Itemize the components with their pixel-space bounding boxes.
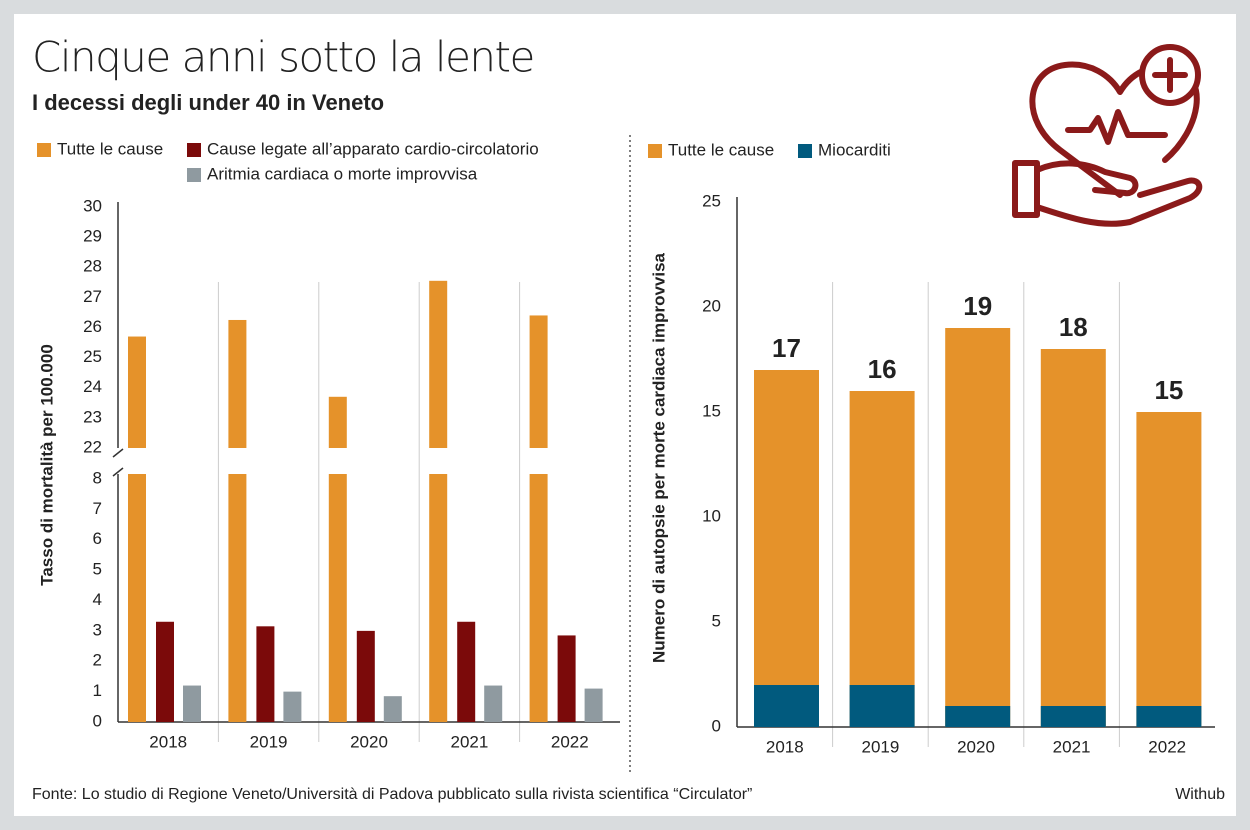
- legend-swatch: [187, 168, 201, 182]
- legend-label: Miocarditi: [818, 140, 891, 159]
- axis-break-mark: [112, 448, 124, 458]
- source: Fonte: Lo studio di Regione Veneto/Unive…: [32, 786, 752, 803]
- x-tick-label: 2022: [1148, 737, 1186, 756]
- bar: [228, 319, 247, 448]
- bar: [429, 474, 448, 722]
- data-label: 15: [1154, 375, 1183, 405]
- x-tick-label: 2018: [149, 732, 187, 751]
- bar: [383, 696, 402, 722]
- y-tick-label: 27: [83, 287, 102, 306]
- y-tick-label: 25: [83, 347, 102, 366]
- x-tick-label: 2018: [766, 737, 804, 756]
- y-tick-label: 7: [93, 499, 102, 518]
- y-tick-label: 6: [93, 529, 102, 548]
- legend-swatch: [648, 144, 662, 158]
- y-tick-label: 4: [93, 590, 102, 609]
- y-tick-label: 20: [702, 296, 721, 315]
- legend-swatch: [798, 144, 812, 158]
- axis-break-mark: [112, 467, 124, 477]
- bar: [156, 621, 174, 722]
- y-tick-label: 22: [83, 437, 102, 456]
- bar: [183, 685, 201, 722]
- bar: [849, 685, 915, 727]
- legend-label: Tutte le cause: [57, 139, 163, 158]
- bar: [945, 328, 1011, 727]
- y-tick-label: 25: [702, 191, 721, 210]
- y-tick-label: 26: [83, 317, 102, 336]
- subtitle: I decessi degli under 40 in Veneto: [32, 90, 384, 115]
- data-label: 19: [963, 291, 992, 321]
- y-tick-label: 30: [83, 196, 102, 215]
- y-tick-label: 2: [93, 651, 102, 670]
- data-label: 16: [868, 354, 897, 384]
- bar: [484, 685, 503, 722]
- x-tick-label: 2020: [350, 732, 388, 751]
- y-tick-label: 0: [712, 716, 721, 735]
- bar: [256, 626, 275, 722]
- bar: [283, 691, 302, 722]
- bar: [1136, 706, 1202, 727]
- y-tick-label: 5: [712, 611, 721, 630]
- bar: [457, 621, 476, 722]
- bar: [1136, 412, 1202, 727]
- bar: [228, 474, 247, 722]
- bar: [128, 336, 146, 448]
- bar: [1040, 706, 1106, 727]
- bar: [849, 391, 915, 727]
- bar: [356, 630, 375, 722]
- y-tick-label: 5: [93, 560, 102, 579]
- bar: [429, 280, 448, 448]
- bar: [529, 474, 548, 722]
- y-tick-label: 15: [702, 401, 721, 420]
- title: Cinque anni sotto la lente: [32, 33, 534, 82]
- credit: Withub: [1175, 786, 1225, 803]
- legend-swatch: [37, 143, 51, 157]
- legend-label: Tutte le cause: [668, 140, 774, 159]
- panel: [14, 14, 1236, 816]
- bar: [1040, 349, 1106, 727]
- heart-hand-icon: [1012, 44, 1203, 227]
- y-tick-label: 28: [83, 257, 102, 276]
- y-tick-label: 23: [83, 407, 102, 426]
- x-tick-label: 2021: [1053, 737, 1091, 756]
- y-axis-title: Tasso di mortalità per 100.000: [37, 344, 56, 586]
- x-tick-label: 2019: [861, 737, 899, 756]
- y-tick-label: 3: [93, 620, 102, 639]
- x-tick-label: 2021: [450, 732, 488, 751]
- legend-swatch: [187, 143, 201, 157]
- y-tick-label: 1: [93, 681, 102, 700]
- legend-label: Cause legate all’apparato cardio-circola…: [207, 139, 539, 158]
- bar: [128, 474, 146, 722]
- bar: [529, 315, 548, 448]
- data-label: 18: [1059, 312, 1088, 342]
- bar: [328, 474, 347, 722]
- data-label: 17: [772, 333, 801, 363]
- y-tick-label: 29: [83, 227, 102, 246]
- y-axis-title: Numero di autopsie per morte cardiaca im…: [649, 252, 668, 663]
- x-tick-label: 2022: [551, 732, 589, 751]
- y-tick-label: 10: [702, 506, 721, 525]
- legend-label: Aritmia cardiaca o morte improvvisa: [207, 164, 478, 183]
- bar: [945, 706, 1011, 727]
- y-tick-label: 8: [93, 468, 102, 487]
- x-tick-label: 2019: [250, 732, 288, 751]
- x-tick-label: 2020: [957, 737, 995, 756]
- bar: [328, 396, 347, 448]
- y-tick-label: 0: [93, 711, 102, 730]
- bar: [557, 635, 576, 722]
- bar: [584, 688, 603, 722]
- bar: [754, 370, 819, 727]
- y-tick-label: 24: [83, 377, 102, 396]
- bar: [754, 685, 819, 727]
